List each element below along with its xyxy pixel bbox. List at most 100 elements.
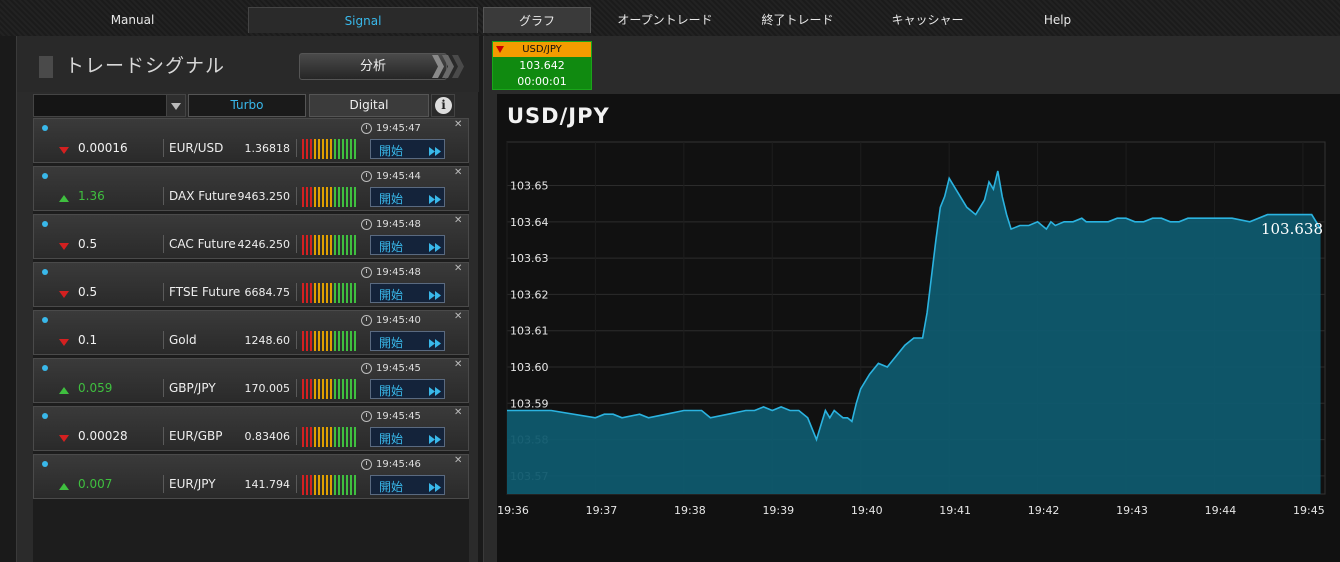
signal-price: 0.83406: [244, 430, 291, 443]
panel-title: トレードシグナル: [65, 55, 226, 77]
y-tick-label: 103.65: [510, 180, 549, 193]
signal-row[interactable]: 19:45:44 ✕ 1.36 DAX Future 9463.250 開始: [33, 166, 469, 211]
signal-list: 19:45:47 ✕ 0.00016 EUR/USD 1.36818 開始 19:45:44…: [33, 118, 469, 562]
close-icon[interactable]: ✕: [454, 119, 463, 130]
signal-change: 0.5: [78, 285, 98, 299]
close-icon[interactable]: ✕: [454, 407, 463, 418]
close-icon[interactable]: ✕: [454, 215, 463, 226]
x-tick-label: 19:41: [939, 504, 971, 517]
signal-price: 1248.60: [244, 334, 291, 347]
signal-change: 0.007: [78, 477, 113, 491]
digital-toggle[interactable]: Digital: [309, 94, 429, 117]
signal-change: 0.00028: [78, 429, 128, 443]
info-icon: i: [435, 97, 452, 114]
strength-meter: [302, 283, 358, 303]
start-button[interactable]: 開始: [370, 331, 445, 351]
tab-open-trades[interactable]: オープントレード: [617, 13, 713, 27]
signal-time: 19:45:48: [376, 219, 421, 230]
status-dot: [42, 413, 48, 419]
start-label: 開始: [379, 192, 404, 206]
top-nav: Manual Signal グラフ オープントレード 終了トレード キャッシャー…: [0, 0, 1340, 36]
close-icon[interactable]: ✕: [454, 455, 463, 466]
signal-row[interactable]: 19:45:48 ✕ 0.5 FTSE Future 6684.75 開始: [33, 262, 469, 307]
filter-row: Turbo Digital i: [33, 94, 469, 117]
x-tick-label: 19:38: [674, 504, 706, 517]
up-arrow-icon: [59, 383, 69, 397]
divider: [296, 139, 297, 157]
signal-symbol: FTSE Future: [169, 285, 241, 299]
y-tick-label: 103.64: [510, 216, 549, 229]
status-dot: [42, 461, 48, 467]
start-button[interactable]: 開始: [370, 187, 445, 207]
signal-time: 19:45:48: [376, 267, 421, 278]
close-icon[interactable]: ✕: [454, 263, 463, 274]
clock-icon: [361, 459, 372, 470]
up-arrow-icon: [59, 191, 69, 205]
tab-cashier[interactable]: キャッシャー: [891, 13, 964, 27]
strength-meter: [302, 331, 358, 351]
start-label: 開始: [379, 240, 404, 254]
signal-row[interactable]: 19:45:48 ✕ 0.5 CAC Future 4246.250 開始: [33, 214, 469, 259]
start-label: 開始: [379, 288, 404, 302]
clock-icon: [361, 411, 372, 422]
divider: [163, 139, 164, 157]
chevron-down-icon[interactable]: [166, 94, 186, 117]
tab-graph[interactable]: グラフ: [483, 7, 591, 33]
signal-row[interactable]: 19:45:45 ✕ 0.059 GBP/JPY 170.005 開始: [33, 358, 469, 403]
start-button[interactable]: 開始: [370, 475, 445, 495]
analyze-button[interactable]: 分析: [299, 53, 447, 80]
start-label: 開始: [379, 144, 404, 158]
start-button[interactable]: 開始: [370, 283, 445, 303]
start-label: 開始: [379, 480, 404, 494]
clock-icon: [361, 267, 372, 278]
fast-forward-icon: [429, 289, 441, 303]
ticker-header: USD/JPY: [493, 42, 591, 57]
y-tick-label: 103.60: [510, 361, 549, 374]
tab-help[interactable]: Help: [1043, 13, 1072, 27]
signal-change: 0.059: [78, 381, 113, 395]
tab-manual[interactable]: Manual: [110, 13, 155, 27]
fast-forward-icon: [429, 241, 441, 255]
price-chart: 103.57103.58103.59103.60103.61103.62103.…: [497, 94, 1340, 562]
status-dot: [42, 125, 48, 131]
signal-row[interactable]: 19:45:47 ✕ 0.00016 EUR/USD 1.36818 開始: [33, 118, 469, 163]
start-button[interactable]: 開始: [370, 235, 445, 255]
signal-time: 19:45:47: [376, 123, 421, 134]
clock-icon: [361, 363, 372, 374]
clock-icon: [361, 171, 372, 182]
tab-closed-trades[interactable]: 終了トレード: [761, 13, 834, 27]
strength-meter: [302, 187, 358, 207]
chevron-right-icon: [432, 53, 444, 80]
signal-price: 170.005: [244, 382, 291, 395]
start-button[interactable]: 開始: [370, 139, 445, 159]
signal-row[interactable]: 19:45:40 ✕ 0.1 Gold 1248.60 開始: [33, 310, 469, 355]
clock-icon: [361, 315, 372, 326]
start-button[interactable]: 開始: [370, 379, 445, 399]
ticker-timer: 00:00:01: [517, 75, 567, 88]
divider: [296, 283, 297, 301]
clock-icon: [361, 219, 372, 230]
info-button[interactable]: i: [431, 94, 455, 117]
close-icon[interactable]: ✕: [454, 311, 463, 322]
down-arrow-icon: [496, 46, 504, 53]
asset-filter-select[interactable]: [33, 94, 185, 117]
signal-row[interactable]: 19:45:45 ✕ 0.00028 EUR/GBP 0.83406 開始: [33, 406, 469, 451]
y-tick-label: 103.62: [510, 288, 549, 301]
asset-ticker[interactable]: USD/JPY 103.642 00:00:01: [492, 41, 592, 90]
signal-symbol: EUR/GBP: [169, 429, 223, 443]
divider: [296, 427, 297, 445]
signal-row[interactable]: 19:45:46 ✕ 0.007 EUR/JPY 141.794 開始: [33, 454, 469, 499]
signal-time: 19:45:45: [376, 411, 421, 422]
signal-change: 0.5: [78, 237, 98, 251]
tab-signal[interactable]: Signal: [248, 7, 478, 33]
close-icon[interactable]: ✕: [454, 167, 463, 178]
divider: [163, 475, 164, 493]
close-icon[interactable]: ✕: [454, 359, 463, 370]
signal-panel-header: トレードシグナル 分析: [17, 36, 479, 92]
start-button[interactable]: 開始: [370, 427, 445, 447]
status-dot: [42, 269, 48, 275]
strength-meter: [302, 475, 358, 495]
signal-change: 0.1: [78, 333, 98, 347]
turbo-toggle[interactable]: Turbo: [188, 94, 306, 117]
divider: [296, 187, 297, 205]
